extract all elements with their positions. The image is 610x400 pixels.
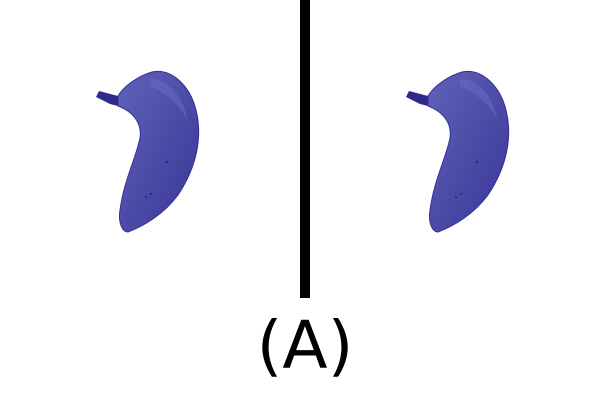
mesh-speck bbox=[144, 195, 148, 199]
mesh-body bbox=[427, 70, 510, 233]
panel-label: (A) bbox=[256, 307, 354, 384]
right-render-view bbox=[310, 0, 610, 300]
mesh-shading bbox=[150, 78, 188, 124]
mesh-speck bbox=[165, 160, 169, 164]
mesh-stem bbox=[96, 91, 118, 106]
mesh-speck bbox=[454, 195, 458, 199]
mesh-stem bbox=[406, 91, 428, 106]
left-render-view bbox=[0, 0, 300, 300]
mesh-shading bbox=[460, 78, 498, 124]
left-mesh-render bbox=[96, 70, 200, 233]
panel-divider bbox=[300, 0, 310, 298]
right-mesh-render bbox=[406, 70, 510, 233]
mesh-speck bbox=[475, 160, 479, 164]
mesh-speck bbox=[149, 192, 153, 196]
mesh-speck bbox=[459, 192, 463, 196]
mesh-body bbox=[117, 70, 200, 233]
